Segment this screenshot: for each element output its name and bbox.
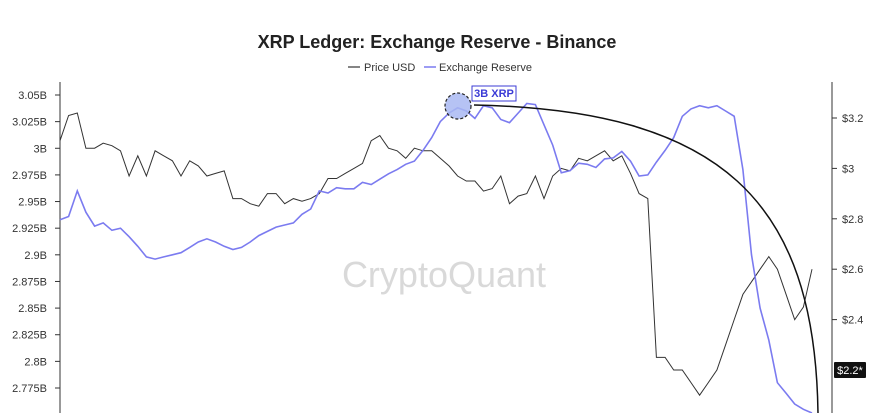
left-axis-tick-label: 2.975B	[12, 170, 47, 182]
left-axis-tick-label: 3.025B	[12, 117, 47, 129]
right-axis-tick-label: $3.2	[842, 113, 863, 125]
annotation-label: 3B XRP	[474, 88, 514, 100]
legend-label-reserve: Exchange Reserve	[439, 62, 532, 74]
price-usd-line	[59, 112, 813, 397]
right-axis-tick-label: $2.8	[842, 214, 863, 226]
right-axis-ticks: $3.2 $3 $2.8 $2.6 $2.4	[832, 113, 863, 327]
left-axis-tick-label: 2.775B	[12, 383, 47, 395]
left-axis-tick-label: 3B	[34, 143, 47, 155]
last-price-tag	[834, 362, 866, 378]
left-axis-tick-label: 2.925B	[12, 223, 47, 235]
legend: Price USD Exchange Reserve	[348, 62, 532, 74]
left-axis-tick-label: 2.8B	[24, 356, 47, 368]
annotation-arrow	[473, 104, 819, 413]
left-axis-tick-label: 3.05B	[18, 90, 47, 102]
left-axis-tick-label: 2.85B	[18, 303, 47, 315]
legend-label-price: Price USD	[364, 62, 415, 74]
annotation-box	[471, 85, 517, 102]
watermark: CryptoQuant	[342, 254, 546, 295]
right-axis-tick-label: $2.4	[842, 315, 863, 327]
left-axis-ticks: 3.05B 3.025B 3B 2.975B 2.95B 2.925B 2.9B 2.875B…	[12, 90, 60, 395]
right-axis-tick-label: $2.6	[842, 264, 863, 276]
chart-title: XRP Ledger: Exchange Reserve - Binance	[258, 32, 617, 52]
annotation-circle	[444, 92, 472, 120]
right-axis-tick-label: $3	[842, 163, 854, 175]
left-axis-tick-label: 2.825B	[12, 330, 47, 342]
exchange-reserve-line	[59, 102, 813, 413]
left-axis-tick-label: 2.875B	[12, 276, 47, 288]
left-axis-tick-label: 2.95B	[18, 197, 47, 209]
left-axis-tick-label: 2.9B	[24, 250, 47, 262]
last-price-label: $2.2*	[837, 365, 863, 377]
